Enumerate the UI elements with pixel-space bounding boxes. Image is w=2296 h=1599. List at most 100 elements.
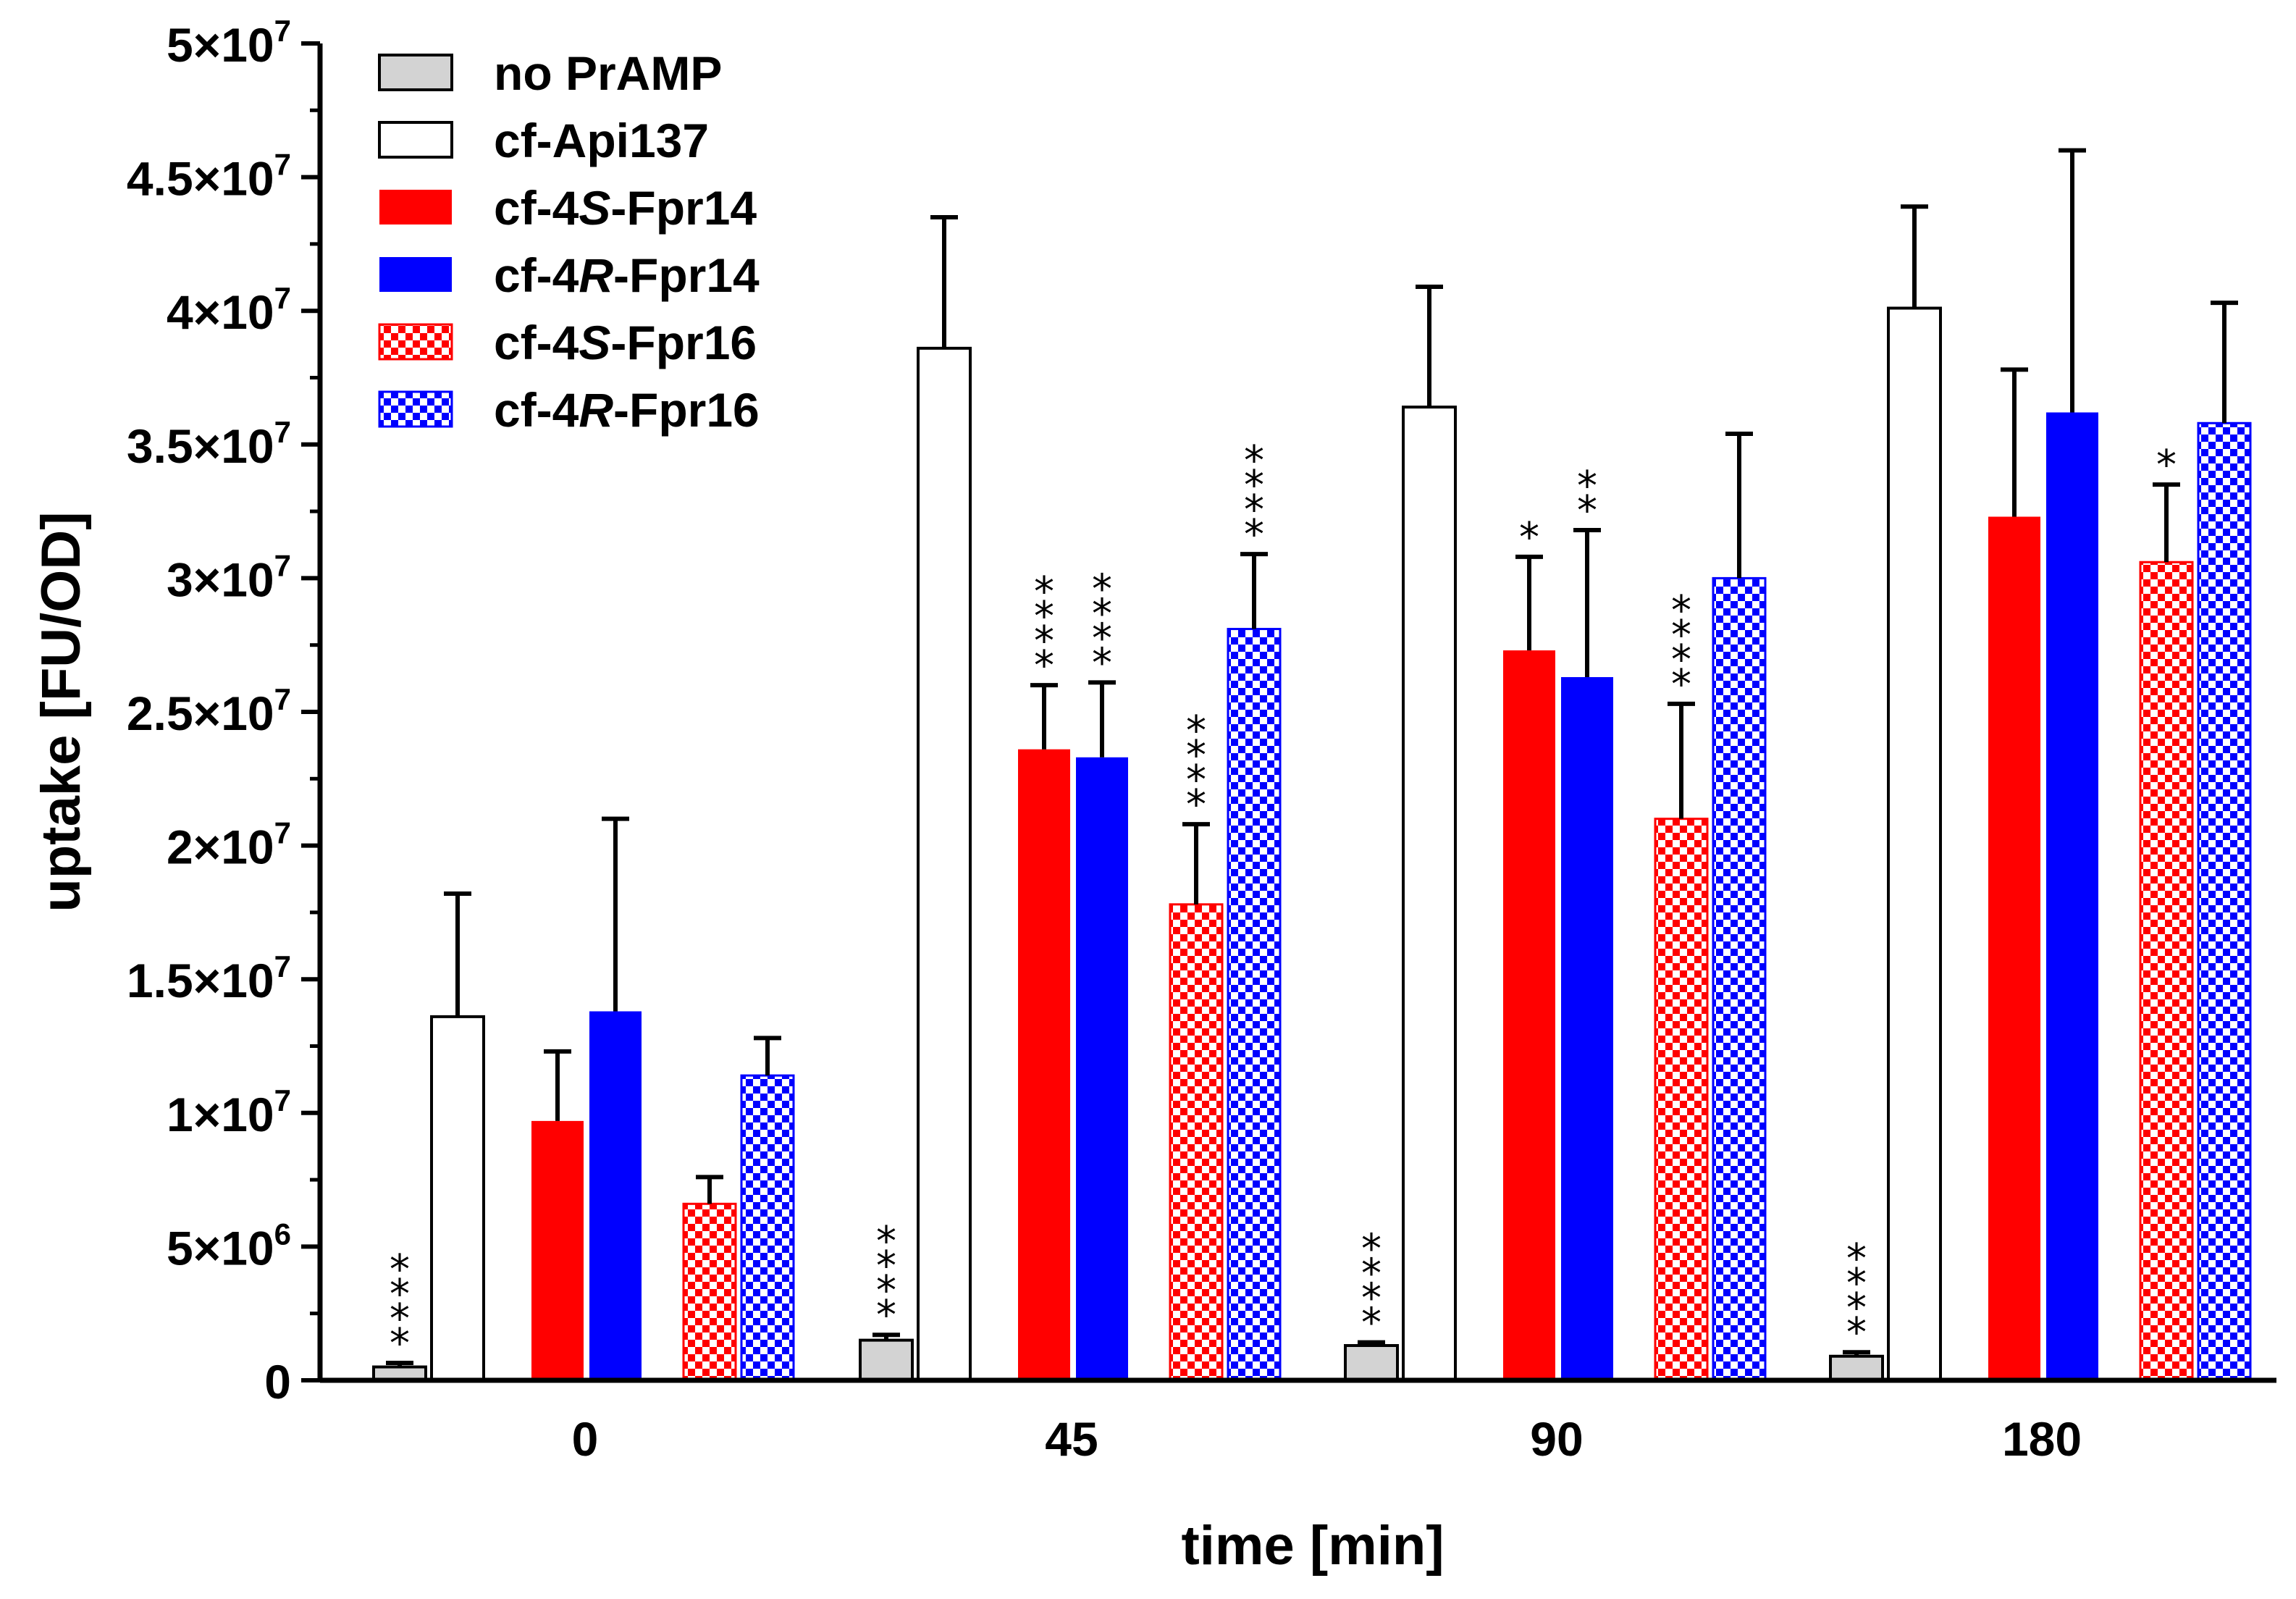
svg-text:*: * [1846,1260,1867,1307]
svg-text:*: * [390,1296,410,1343]
svg-text:*: * [1186,732,1206,779]
svg-text:*: * [1092,639,1112,687]
bar-cf-Api137-180 [1887,306,1942,1382]
error-bar-no PrAMP-90 [1358,1340,1385,1346]
error-bar-cf-4S-Fpr14-0 [544,1049,571,1121]
legend-item-cf-4R-Fpr16: cf-4R-Fpr16 [378,383,760,437]
legend-label: no PrAMP [494,46,722,100]
error-bar-no PrAMP-180 [1843,1350,1870,1356]
x-tick-label: 180 [2002,1412,2082,1466]
svg-text:*: * [1361,1251,1382,1298]
significance-stars-cf-4S-Fpr16-90: **** [1671,587,1691,708]
svg-text:*: * [876,1292,896,1339]
error-bar-cf-Api137-45 [930,214,958,348]
svg-text:*: * [1671,661,1691,708]
error-bar-cf-4R-Fpr16-180 [2211,301,2238,424]
error-bar-cf-4R-Fpr14-90 [1573,527,1601,678]
svg-text:*: * [1034,593,1054,640]
legend-label: cf-Api137 [494,114,709,167]
y-tick-label: 2.5×107 [127,682,291,740]
legend-label: cf-4R-Fpr14 [494,248,760,302]
y-tick-label: 2×107 [167,816,291,874]
x-axis-title: time [min] [1181,1515,1444,1577]
error-bar-cf-4S-Fpr14-180 [2001,367,2028,517]
significance-stars-cf-4S-Fpr14-90: * [1519,514,1539,561]
svg-text:*: * [1092,590,1112,637]
error-bar-cf-Api137-180 [1901,204,1928,309]
y-tick-label: 4.5×107 [127,148,291,206]
bar-cf-4R-Fpr14-45 [1076,757,1128,1380]
svg-text:*: * [1244,437,1264,484]
bar-no PrAMP-90 [1344,1344,1399,1382]
svg-text:*: * [1671,612,1691,659]
bar-cf-4S-Fpr14-90 [1503,650,1555,1380]
legend: no PrAMP cf-Api137 cf-4S-Fpr14 cf-4R-Fpr14 c… [378,46,760,437]
svg-text:*: * [1846,1309,1867,1356]
plot-area: **************************************** [372,148,2252,1382]
significance-stars-cf-4R-Fpr16-45: **** [1244,437,1264,558]
significance-stars-cf-4S-Fpr14-45: **** [1034,568,1054,689]
y-tick-label: 5×107 [167,14,291,72]
svg-text:*: * [1244,462,1264,509]
bar-cf-4R-Fpr14-180 [2046,412,2098,1380]
legend-swatch [378,323,453,361]
svg-text:*: * [1034,618,1054,665]
svg-text:*: * [1186,781,1206,828]
significance-stars-no PrAMP-180: **** [1846,1235,1867,1356]
bar-cf-4S-Fpr14-180 [1988,516,2040,1380]
bar-cf-4R-Fpr16-45 [1227,628,1282,1382]
svg-text:*: * [390,1246,410,1293]
bar-cf-4S-Fpr16-180 [2139,561,2194,1382]
error-bar-cf-4R-Fpr14-45 [1088,680,1116,757]
x-tick-label: 0 [572,1412,599,1466]
bar-cf-4S-Fpr14-45 [1018,749,1070,1380]
error-bar-no PrAMP-0 [386,1361,413,1367]
svg-text:*: * [876,1243,896,1290]
error-bar-cf-4R-Fpr14-180 [2059,148,2086,413]
svg-text:*: * [1361,1275,1382,1322]
bar-cf-4R-Fpr14-0 [589,1011,642,1380]
bar-cf-4R-Fpr16-180 [2197,421,2252,1382]
y-tick-label: 1×107 [167,1083,291,1141]
error-bar-cf-4S-Fpr14-45 [1030,683,1058,750]
error-bar-no PrAMP-45 [872,1332,900,1340]
y-tick-label: 3×107 [167,548,291,606]
svg-text:*: * [2156,442,2177,489]
svg-text:*: * [1846,1235,1867,1283]
svg-text:*: * [1244,511,1264,558]
bar-cf-4S-Fpr16-90 [1654,818,1709,1382]
y-axis-title: uptake [FU/OD] [30,511,92,912]
legend-label: cf-4S-Fpr14 [494,181,757,235]
bar-cf-4R-Fpr16-90 [1712,576,1767,1382]
bar-cf-Api137-90 [1402,406,1457,1382]
legend-label: cf-4R-Fpr16 [494,383,760,437]
legend-item-no PrAMP: no PrAMP [378,46,722,100]
y-tick-label: 4×107 [167,281,291,339]
y-tick-label: 5×106 [167,1217,291,1275]
svg-text:*: * [1361,1226,1382,1273]
y-tick-label: 3.5×107 [127,415,291,473]
svg-text:*: * [1244,487,1264,534]
bar-cf-Api137-45 [917,346,972,1382]
error-bar-cf-4S-Fpr16-0 [696,1175,723,1204]
svg-text:*: * [1577,487,1597,534]
error-bar-cf-Api137-0 [444,891,471,1017]
bar-cf-Api137-0 [430,1015,485,1382]
legend-swatch [378,390,453,428]
significance-stars-cf-4R-Fpr14-45: **** [1092,566,1112,687]
legend-item-cf-Api137: cf-Api137 [378,114,709,167]
significance-stars-no PrAMP-45: **** [876,1218,896,1339]
significance-stars-cf-4R-Fpr14-90: ** [1577,463,1597,534]
x-tick-label: 90 [1530,1412,1583,1466]
bar-cf-4S-Fpr16-45 [1169,903,1224,1382]
significance-stars-no PrAMP-0: **** [390,1246,410,1367]
error-bar-cf-4R-Fpr16-90 [1725,432,1753,579]
error-bar-cf-4R-Fpr16-45 [1240,552,1268,629]
svg-text:*: * [1671,637,1691,684]
legend-swatch [379,190,452,224]
svg-text:*: * [1671,587,1691,634]
svg-text:*: * [1361,1300,1382,1347]
error-bar-cf-4S-Fpr14-90 [1515,554,1543,651]
bar-cf-4S-Fpr14-0 [531,1120,584,1380]
